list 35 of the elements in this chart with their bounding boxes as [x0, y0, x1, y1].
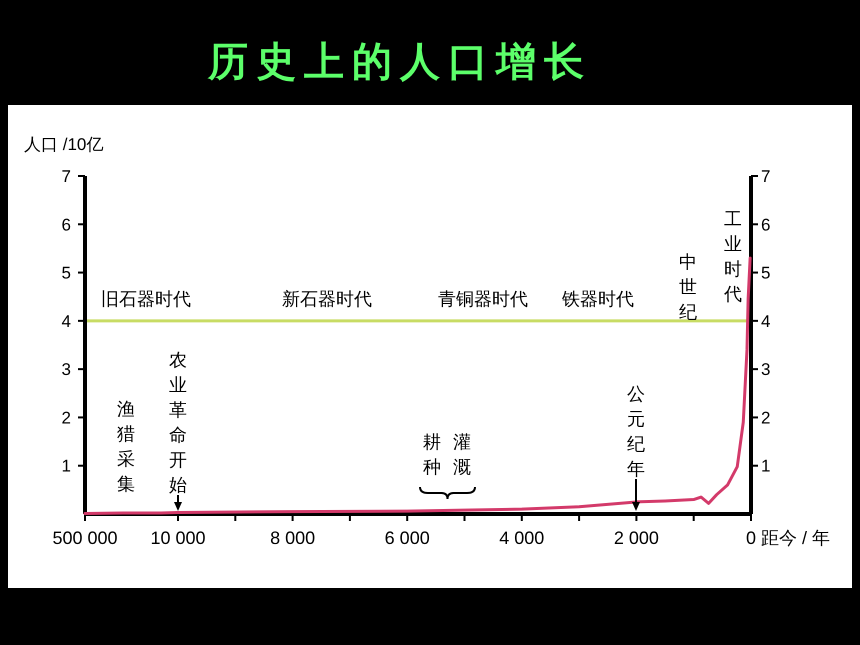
- y-tick-label: 4: [62, 312, 71, 331]
- y-tick-label: 2: [62, 408, 71, 428]
- y2-tick-label: 4: [761, 312, 770, 331]
- annotation: 渔猎采集: [117, 399, 135, 494]
- annotation: 旧石器时代: [101, 289, 191, 309]
- chart-title: 历史上的人口增长: [207, 40, 592, 84]
- annotation: 农业革命开始: [169, 350, 187, 495]
- x-tick-label: 6 000: [384, 528, 430, 548]
- x-tick-label: 500 000: [52, 528, 118, 548]
- x-tick-label: 2 000: [614, 528, 659, 548]
- y-axis-title: 人口 /10亿: [24, 135, 104, 154]
- x-tick-label: 0: [746, 528, 756, 548]
- x-axis-title: 距今 / 年: [761, 528, 830, 548]
- y2-tick-label: 7: [761, 167, 770, 186]
- y2-tick-label: 1: [761, 456, 770, 476]
- y2-tick-label: 2: [761, 408, 770, 428]
- y-tick-label: 7: [62, 167, 71, 186]
- annotation: 青铜器时代: [438, 289, 528, 309]
- y-tick-label: 5: [62, 264, 71, 283]
- annotation: 公元纪年: [627, 384, 645, 479]
- x-tick-label: 8 000: [270, 528, 316, 548]
- annotation: 中世纪: [679, 252, 697, 322]
- x-tick-label: 10 000: [150, 528, 206, 548]
- annotation: 灌溉: [453, 432, 471, 477]
- y2-tick-label: 6: [761, 215, 770, 234]
- annotation: 铁器时代: [561, 289, 634, 309]
- y-tick-label: 6: [62, 215, 71, 234]
- y-tick-label: 1: [62, 456, 71, 476]
- annotation: 耕种: [423, 432, 441, 477]
- x-tick-label: 4 000: [499, 528, 544, 548]
- y2-tick-label: 3: [761, 360, 770, 380]
- y-tick-label: 3: [62, 360, 71, 380]
- y2-tick-label: 5: [761, 264, 770, 283]
- annotation: 工业时代: [723, 209, 742, 304]
- annotation: 新石器时代: [282, 289, 372, 309]
